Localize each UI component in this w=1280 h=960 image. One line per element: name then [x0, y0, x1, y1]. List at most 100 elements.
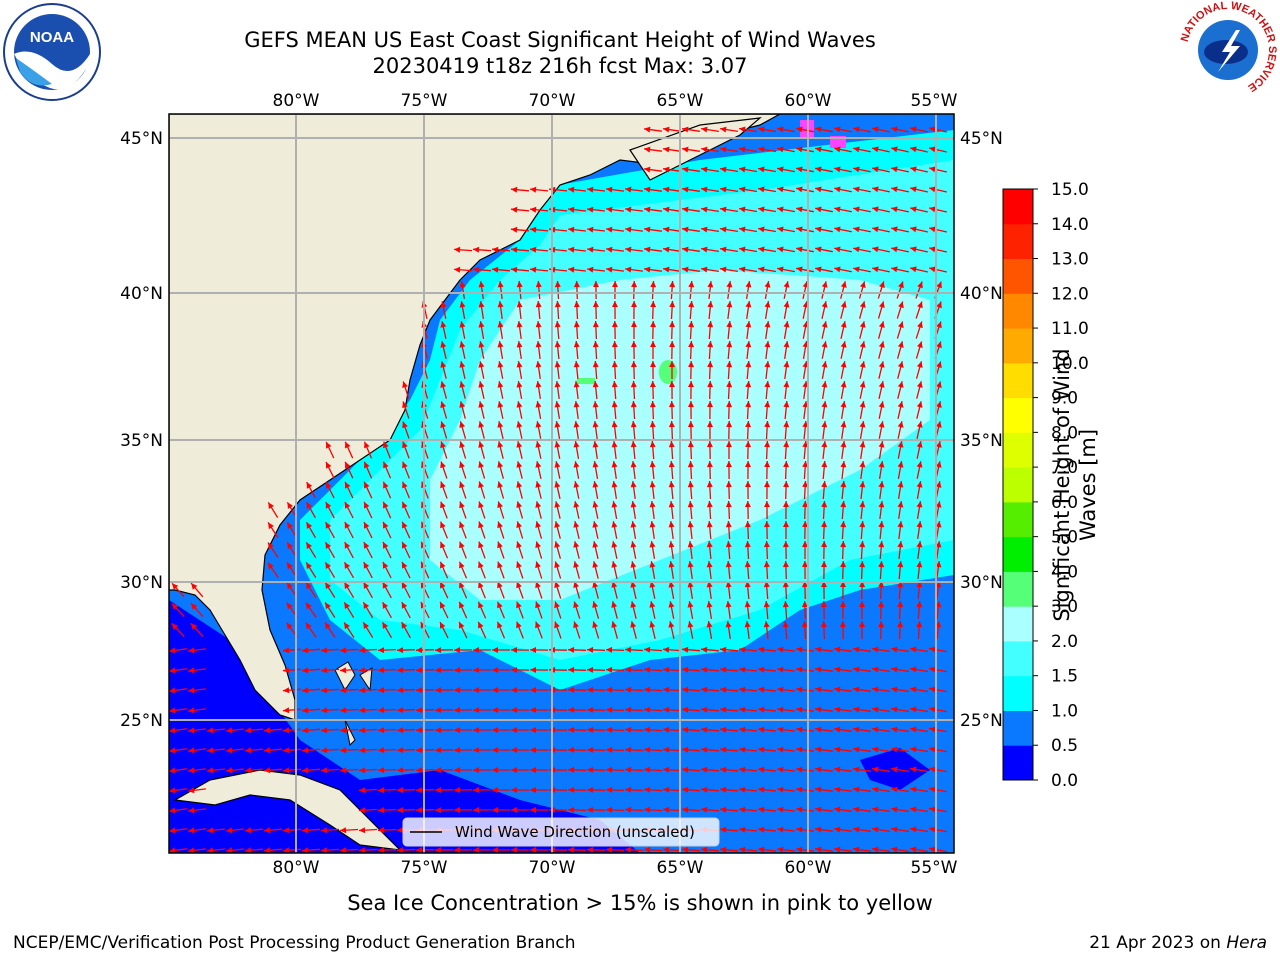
- direction-arrow-head: [725, 481, 732, 488]
- direction-arrow-head: [687, 521, 694, 528]
- direction-arrow-head: [440, 321, 447, 328]
- direction-arrow-head: [644, 646, 651, 653]
- direction-arrow-head: [853, 166, 860, 173]
- colorbar-tick-label: 1.0: [1051, 701, 1078, 721]
- direction-arrow-head: [378, 767, 385, 774]
- direction-arrow-head: [688, 381, 694, 387]
- direction-arrow-head: [359, 707, 366, 714]
- direction-arrow-head: [891, 246, 898, 253]
- direction-arrow-head: [169, 807, 176, 814]
- direction-arrow-head: [630, 501, 637, 508]
- direction-arrow-head: [397, 787, 404, 794]
- direction-arrow-head: [663, 786, 670, 793]
- direction-arrow-head: [764, 321, 771, 328]
- direction-arrow-head: [573, 441, 580, 448]
- direction-arrow-head: [758, 186, 765, 193]
- direction-arrow-head: [568, 246, 575, 253]
- direction-arrow-head: [402, 481, 408, 489]
- noaa-logo: NOAA: [3, 3, 101, 101]
- direction-arrow-head: [777, 186, 784, 193]
- direction-arrow-head: [777, 786, 784, 793]
- direction-arrow-head: [644, 706, 651, 713]
- direction-arrow-head: [897, 601, 904, 608]
- direction-arrow-head: [891, 786, 898, 793]
- direction-arrow-head: [535, 381, 542, 388]
- direction-arrow-head: [573, 281, 580, 288]
- direction-arrow-head: [516, 541, 522, 549]
- direction-arrow-head: [726, 321, 733, 328]
- direction-arrow-head: [688, 341, 695, 348]
- direction-arrow-head: [878, 481, 885, 488]
- direction-arrow-head: [340, 767, 347, 774]
- direction-arrow-head: [364, 441, 370, 449]
- sea-ice-note: Sea Ice Concentration > 15% is shown in …: [347, 891, 933, 915]
- direction-arrow-head: [169, 667, 176, 674]
- direction-arrow-head: [169, 787, 176, 794]
- direction-arrow-head: [853, 646, 860, 653]
- direction-arrow-head: [853, 246, 860, 253]
- direction-arrow-head: [535, 421, 542, 428]
- direction-arrow-head: [745, 481, 751, 487]
- direction-arrow-head: [663, 846, 670, 853]
- direction-arrow-head: [878, 421, 885, 428]
- direction-arrow-head: [611, 381, 618, 388]
- direction-arrow-head: [592, 421, 599, 428]
- direction-arrow-head: [840, 421, 847, 428]
- direction-arrow-head: [435, 727, 442, 734]
- direction-arrow-head: [758, 806, 765, 813]
- direction-arrow-head: [302, 827, 309, 834]
- direction-arrow-head: [897, 621, 904, 628]
- direction-arrow-head: [764, 421, 771, 428]
- direction-arrow-head: [416, 847, 423, 853]
- direction-arrow-head: [435, 667, 442, 674]
- direction-arrow-head: [739, 786, 746, 793]
- direction-arrow-head: [459, 541, 465, 549]
- direction-arrow-head: [763, 581, 770, 588]
- direction-arrow-head: [701, 166, 708, 173]
- direction-arrow-head: [382, 622, 389, 629]
- direction-arrow-head: [606, 766, 613, 773]
- direction-arrow-head: [625, 666, 632, 673]
- direction-arrow-head: [777, 726, 784, 733]
- direction-arrow-head: [840, 381, 847, 388]
- direction-arrow-head: [592, 381, 599, 388]
- direction-arrow-head: [459, 521, 465, 529]
- direction-arrow-head: [611, 561, 618, 568]
- direction-arrow-head: [910, 686, 917, 693]
- direction-arrow-head: [511, 226, 518, 233]
- direction-arrow-head: [169, 827, 176, 834]
- direction-arrow-head: [669, 281, 676, 288]
- direction-arrow-head: [359, 727, 366, 734]
- direction-arrow-head: [872, 666, 879, 673]
- direction-arrow-head: [511, 687, 517, 693]
- direction-arrow-head: [821, 381, 828, 388]
- direction-arrow-head: [872, 166, 879, 173]
- direction-arrow-head: [402, 441, 408, 449]
- direction-arrow-head: [554, 541, 561, 548]
- direction-arrow-head: [587, 746, 594, 753]
- colorbar-bin: [1003, 293, 1033, 329]
- direction-arrow-head: [815, 846, 822, 853]
- direction-arrow-head: [478, 401, 485, 408]
- direction-arrow-head: [530, 667, 536, 673]
- direction-arrow-head: [701, 186, 708, 193]
- direction-arrow-head: [440, 341, 447, 348]
- direction-arrow-head: [340, 647, 347, 654]
- direction-arrow-head: [592, 601, 599, 608]
- direction-arrow-head: [872, 126, 879, 133]
- direction-arrow-head: [669, 361, 675, 367]
- direction-arrow-head: [720, 766, 727, 773]
- direction-arrow-head: [701, 766, 708, 773]
- direction-arrow-head: [815, 146, 822, 153]
- direction-arrow-head: [492, 767, 498, 773]
- direction-arrow-head: [783, 321, 790, 328]
- direction-arrow-head: [554, 501, 561, 508]
- direction-arrow-head: [872, 806, 879, 813]
- direction-arrow-head: [473, 847, 479, 853]
- direction-arrow-head: [530, 186, 537, 193]
- direction-arrow-head: [325, 502, 332, 509]
- direction-arrow-head: [321, 727, 328, 734]
- direction-arrow-head: [497, 441, 504, 448]
- direction-arrow-head: [720, 726, 727, 733]
- direction-arrow-head: [454, 687, 460, 693]
